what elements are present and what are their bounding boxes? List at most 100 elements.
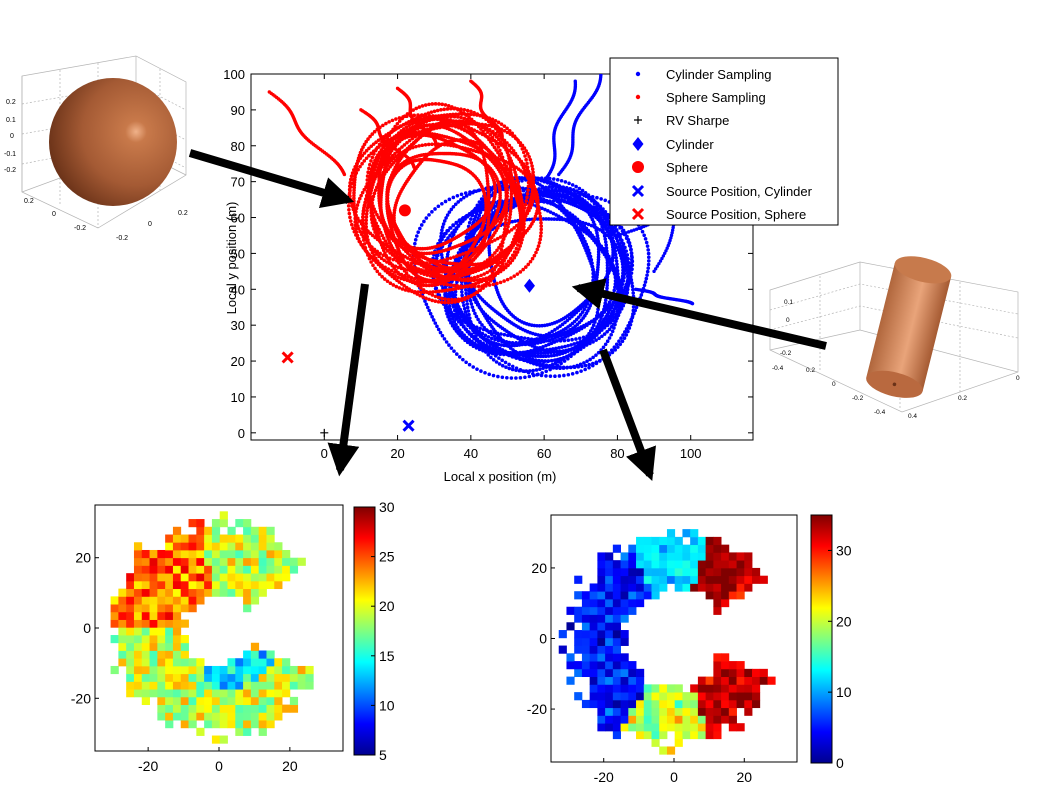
sample-point (541, 194, 545, 198)
sample-point (563, 350, 568, 355)
sample-point (360, 219, 365, 223)
sample-point (577, 336, 582, 341)
sample-point (430, 298, 434, 303)
sample-point (577, 346, 582, 350)
sample-point (419, 290, 423, 295)
sample-point (536, 333, 540, 337)
sample-point (621, 231, 625, 236)
sample-point (566, 200, 570, 204)
sample-point (394, 117, 398, 121)
sample-point (591, 267, 595, 271)
sample-point (431, 114, 435, 118)
sample-point (425, 251, 429, 256)
sample-point (553, 374, 557, 378)
sample-point (467, 319, 472, 323)
sample-point (575, 189, 579, 193)
sample-point (609, 303, 613, 307)
sample-point (616, 272, 620, 276)
sample-point (470, 305, 475, 309)
sample-point (613, 252, 618, 257)
sample-point (507, 343, 512, 348)
sample-point (415, 127, 420, 131)
sample-point (461, 219, 465, 223)
sample-point (364, 197, 368, 201)
sample-point (492, 343, 497, 348)
sample-point (461, 216, 465, 220)
sample-point (402, 143, 407, 147)
sample-point (523, 375, 527, 380)
sample-point (630, 267, 634, 271)
sample-point (604, 219, 609, 224)
sample-point (450, 297, 454, 302)
sample-point (653, 267, 658, 271)
sample-point (571, 346, 576, 351)
sample-point (626, 329, 630, 334)
sample-point (616, 305, 621, 309)
sample-point (451, 322, 455, 327)
sample-point (393, 270, 397, 274)
sample-point (530, 349, 534, 354)
sample-point (467, 362, 472, 367)
sample-point (594, 208, 599, 213)
sample-point (361, 238, 366, 242)
sample-point (548, 365, 552, 370)
sample-point (548, 374, 553, 378)
sample-point (478, 334, 483, 339)
sample-point (486, 335, 491, 339)
sample-point (555, 339, 559, 343)
sample-point (412, 276, 417, 281)
sample-point (588, 329, 593, 333)
sample-point (496, 137, 501, 142)
sample-point (601, 228, 605, 232)
sample-point (414, 106, 419, 111)
sample-point (480, 207, 484, 211)
sample-point (666, 243, 670, 248)
sample-point (616, 284, 621, 289)
sample-point (393, 151, 397, 156)
sample-point (428, 311, 433, 316)
sample-point (500, 363, 505, 368)
sample-point (509, 146, 514, 150)
sample-point (610, 265, 614, 270)
sample-point (397, 116, 402, 120)
sample-point (502, 209, 507, 213)
sample-point (538, 363, 542, 368)
sample-point (614, 342, 619, 347)
sample-point (465, 340, 470, 345)
sample-point (550, 201, 554, 206)
sample-point (460, 336, 465, 340)
sample-point (428, 290, 432, 294)
sample-point (595, 325, 599, 329)
sample-point (581, 192, 586, 197)
sample-point (616, 308, 620, 313)
sample-point (571, 331, 576, 335)
sample-point (454, 328, 458, 333)
sample-point (423, 299, 427, 303)
sample-point (533, 349, 537, 354)
sample-point (468, 325, 473, 330)
sample-point (459, 197, 463, 202)
sample-point (547, 200, 552, 204)
sample-point (555, 326, 560, 330)
sample-point (438, 238, 442, 243)
sample-point (528, 259, 533, 264)
sample-point (555, 177, 560, 182)
sample-point (538, 367, 542, 372)
sample-point (553, 328, 557, 332)
sample-point (502, 264, 506, 269)
sample-point (604, 249, 609, 253)
sample-point (557, 352, 562, 356)
sample-point (608, 229, 613, 234)
sample-point (387, 120, 391, 124)
sample-point (592, 201, 597, 206)
sample-point (410, 136, 415, 141)
sample-point (362, 142, 367, 147)
sample-point (690, 301, 695, 306)
sample-point (669, 233, 674, 238)
sample-point (512, 226, 516, 230)
sample-point (439, 253, 444, 257)
sample-point (496, 338, 501, 343)
sample-point (512, 167, 517, 172)
sample-point (595, 231, 599, 235)
sample-point (508, 352, 513, 356)
